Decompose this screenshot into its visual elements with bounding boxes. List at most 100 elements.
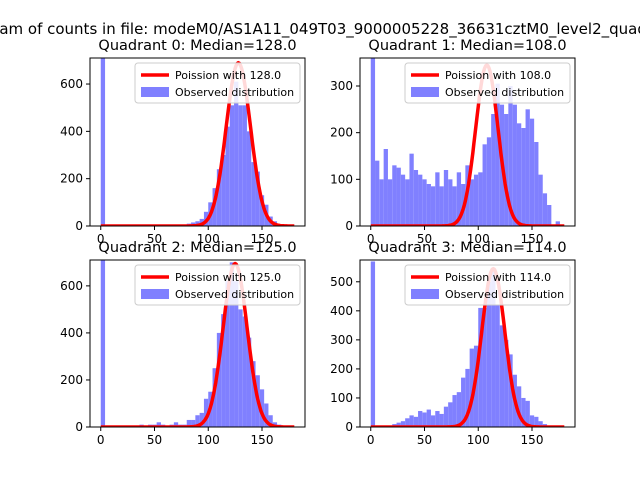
- histogram-bar: [473, 345, 479, 427]
- x-tick-label: 50: [417, 232, 432, 246]
- histogram-bar: [448, 402, 453, 427]
- chart-title: Quadrant 0: Median=128.0: [98, 38, 296, 54]
- histogram-bar: [504, 114, 509, 226]
- x-tick-label: 50: [147, 232, 162, 246]
- histogram-bar: [534, 416, 539, 427]
- chart-title: Quadrant 1: Median=108.0: [368, 38, 566, 54]
- histogram-bar: [234, 281, 239, 427]
- histogram-bar: [504, 339, 509, 427]
- histogram-bar: [370, 261, 376, 427]
- histogram-bar: [469, 348, 474, 427]
- histogram-bar: [264, 403, 269, 427]
- histogram-bar: [156, 422, 161, 427]
- x-tick-label: 150: [521, 433, 544, 447]
- histogram-bar: [443, 170, 449, 226]
- legend: Poission with 108.0 Observed distribution: [404, 62, 571, 104]
- histogram-bar: [456, 172, 462, 226]
- histogram-bar: [413, 170, 419, 226]
- x-tick-label: 100: [467, 232, 490, 246]
- histogram-bar: [499, 325, 505, 427]
- histogram-bar: [486, 137, 492, 226]
- histogram-bar: [387, 179, 393, 226]
- histogram-bar: [199, 412, 204, 427]
- histogram-bar: [259, 195, 265, 226]
- histogram-bar: [516, 123, 522, 226]
- histogram-bar: [221, 314, 226, 427]
- legend-label-observed: Observed distribution: [445, 288, 564, 301]
- histogram-bar: [405, 179, 410, 226]
- legend-label-observed: Observed distribution: [175, 86, 294, 99]
- histogram-bar: [555, 221, 560, 226]
- histogram-bar: [370, 58, 376, 226]
- histogram-bar: [478, 307, 483, 427]
- histogram-bar: [525, 400, 530, 427]
- histogram-bar: [422, 179, 427, 226]
- histogram-bar: [216, 332, 222, 427]
- histogram-bar: [529, 415, 535, 427]
- histogram-bar: [439, 186, 444, 226]
- histogram-bar: [225, 281, 230, 427]
- histogram-bar: [392, 165, 397, 226]
- chart-title: Quadrant 2: Median=125.0: [98, 240, 296, 256]
- histogram-bar: [191, 419, 196, 427]
- y-tick-label: 600: [60, 77, 83, 91]
- histogram-bar: [443, 406, 449, 427]
- plot-area: [370, 261, 565, 427]
- legend: Poission with 125.0 Observed distribution: [134, 264, 301, 306]
- legend-label-poisson: Poission with 108.0: [445, 69, 551, 82]
- histogram-bar: [430, 186, 436, 226]
- plot-area: [100, 58, 295, 226]
- histogram-bar: [486, 281, 492, 427]
- histogram-bar: [383, 149, 388, 226]
- legend-label-poisson: Poission with 114.0: [445, 271, 551, 284]
- histogram-bar: [452, 395, 457, 427]
- histogram-bar: [491, 114, 496, 226]
- chart-panel-quadrant-1: 0 50 100 150 0 100 200 300 Quadrant 1: Median=10…: [330, 38, 576, 246]
- histogram-bar: [212, 368, 217, 427]
- legend-label-observed: Observed distribution: [175, 288, 294, 301]
- histogram-bar: [216, 169, 222, 226]
- y-tick-label: 400: [60, 326, 83, 340]
- legend-patch-swatch: [141, 87, 169, 97]
- histogram-bar: [469, 179, 474, 226]
- histogram-bar: [186, 419, 192, 427]
- y-tick-label: 100: [330, 391, 353, 405]
- legend-box: [134, 62, 301, 104]
- chart-title: Quadrant 3: Median=114.0: [368, 240, 566, 256]
- histogram-bar: [234, 81, 239, 226]
- histogram-bar: [482, 307, 487, 427]
- legend-patch-swatch: [141, 289, 169, 299]
- legend-label-poisson: Poission with 125.0: [175, 271, 281, 284]
- x-tick-label: 50: [147, 433, 162, 447]
- poisson-fit-line: [100, 60, 295, 226]
- histogram-bar: [426, 409, 431, 427]
- y-tick-label: 300: [330, 79, 353, 93]
- histogram-bar: [435, 172, 440, 226]
- histogram-bar: [379, 179, 384, 226]
- legend: Poission with 128.0 Observed distribution: [134, 62, 301, 104]
- histogram-bar: [251, 162, 256, 226]
- y-tick-label: 200: [60, 172, 83, 186]
- x-tick-label: 100: [197, 232, 220, 246]
- histogram-bar: [195, 415, 200, 427]
- chart-panel-quadrant-2: 0 50 100 150 0 200 400 600 Quadrant 2: Median=12…: [60, 240, 306, 447]
- histogram-bar: [418, 411, 423, 427]
- x-tick-label: 100: [197, 433, 220, 447]
- histogram-bar: [495, 305, 500, 427]
- histogram-bar: [547, 205, 552, 226]
- histogram-bar: [538, 174, 543, 226]
- y-tick-label: 600: [60, 279, 83, 293]
- histogram-bar: [242, 316, 247, 427]
- histogram-bar: [525, 109, 530, 226]
- x-tick-label: 150: [251, 232, 274, 246]
- y-tick-label: 500: [330, 275, 353, 289]
- legend-patch-swatch: [411, 87, 439, 97]
- histogram-bar: [473, 174, 479, 226]
- y-tick-label: 200: [60, 373, 83, 387]
- histogram-bar: [409, 415, 414, 427]
- histogram-bar: [396, 422, 401, 427]
- axes-frame: [359, 57, 576, 227]
- histogram-bar: [238, 309, 243, 427]
- histogram-bar: [430, 415, 436, 427]
